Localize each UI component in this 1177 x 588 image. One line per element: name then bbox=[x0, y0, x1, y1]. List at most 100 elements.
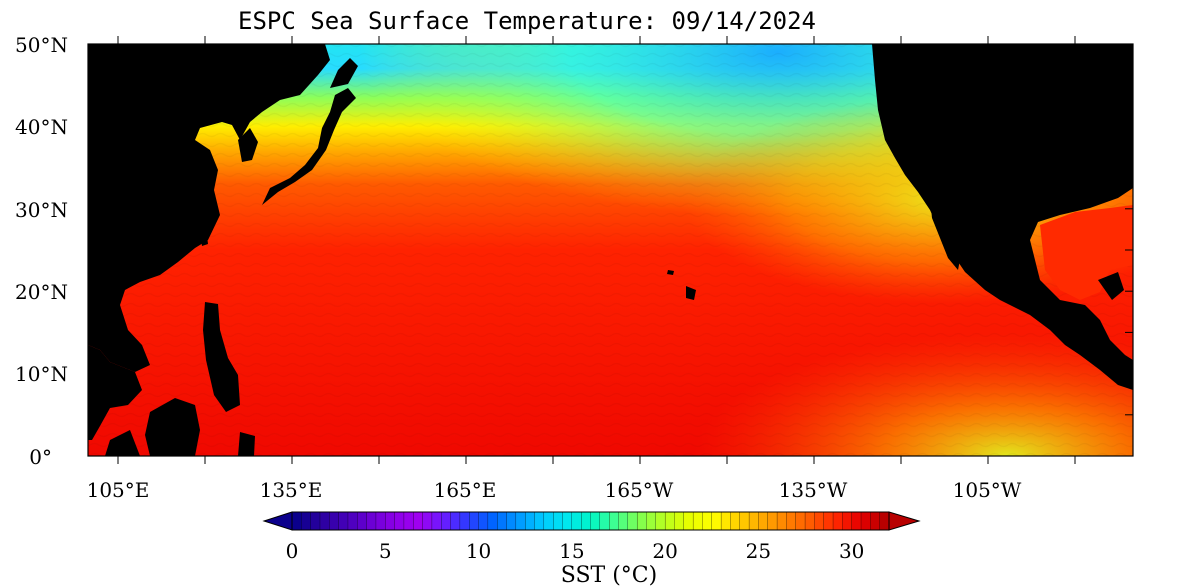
colorbar-tick-label: 10 bbox=[466, 539, 491, 563]
gulf-of-mexico bbox=[1040, 205, 1133, 300]
sumatra-part bbox=[105, 430, 140, 456]
colorbar-cell bbox=[748, 511, 759, 531]
colorbar-cell bbox=[562, 511, 573, 531]
lat-label-0: 0° bbox=[29, 445, 52, 469]
colorbar-tick-labels: 0 5 10 15 20 25 30 bbox=[286, 539, 865, 563]
colorbar-cell bbox=[581, 511, 591, 531]
colorbar-tick-label: 30 bbox=[839, 539, 864, 563]
colorbar-cell bbox=[786, 511, 797, 531]
colorbar-cell bbox=[804, 511, 815, 531]
colorbar-tick-label: 15 bbox=[559, 539, 584, 563]
colorbar-cell bbox=[487, 511, 498, 531]
indochina bbox=[88, 345, 142, 440]
colorbar-cell bbox=[609, 511, 619, 531]
colorbar-cell bbox=[543, 511, 554, 531]
colorbar-tick-label: 5 bbox=[379, 539, 392, 563]
lon-label-135w: 135°W bbox=[779, 478, 848, 502]
colorbar-cell bbox=[618, 511, 629, 531]
taiwan bbox=[200, 228, 208, 246]
colorbar-cell bbox=[366, 511, 377, 531]
colorbar-cell bbox=[497, 511, 507, 531]
colorbar-cell bbox=[767, 511, 778, 531]
colorbar-cell bbox=[515, 511, 526, 531]
colorbar-cell bbox=[459, 511, 470, 531]
colorbar-cell bbox=[683, 511, 694, 531]
colorbar-cell bbox=[553, 511, 563, 531]
colorbar-cell bbox=[357, 511, 368, 531]
colorbar-cell bbox=[702, 511, 713, 531]
colorbar-cell bbox=[413, 511, 424, 531]
lat-label-30n: 30°N bbox=[15, 198, 68, 222]
colorbar-cell bbox=[795, 511, 806, 531]
colorbar-cell bbox=[599, 511, 610, 531]
colorbar-cell bbox=[646, 511, 657, 531]
colorbar-min-arrow bbox=[262, 511, 293, 531]
colorbar-tick-label: 0 bbox=[286, 539, 299, 563]
colorbar-cell bbox=[823, 511, 834, 531]
borneo bbox=[145, 398, 200, 456]
colorbar-cell bbox=[319, 511, 330, 531]
lat-label-40n: 40°N bbox=[15, 115, 68, 139]
lon-label-135e: 135°E bbox=[260, 478, 323, 502]
korea bbox=[238, 128, 258, 162]
lat-label-20n: 20°N bbox=[15, 280, 68, 304]
hawaii-islet bbox=[667, 270, 674, 275]
colorbar-cell bbox=[525, 511, 535, 531]
philippines bbox=[203, 302, 240, 412]
colorbar-cell bbox=[879, 511, 890, 531]
colorbar-cell bbox=[870, 511, 881, 531]
colorbar-cell bbox=[403, 511, 414, 531]
colorbar-cell bbox=[776, 511, 787, 531]
colorbar-cell bbox=[478, 511, 489, 531]
lat-label-10n: 10°N bbox=[15, 362, 68, 386]
hokkaido bbox=[330, 58, 358, 88]
colorbar-cell bbox=[842, 511, 853, 531]
colorbar-cell bbox=[814, 511, 825, 531]
colorbar-cell bbox=[674, 511, 685, 531]
colorbar-cell bbox=[291, 511, 302, 531]
colorbar-cell bbox=[655, 511, 666, 531]
colorbar: 0 5 10 15 20 25 30 SST (°C) bbox=[262, 511, 921, 588]
axis-ticks bbox=[88, 36, 1133, 464]
baja-california bbox=[930, 198, 962, 270]
colorbar-cell bbox=[636, 511, 647, 531]
colorbar-cell bbox=[627, 511, 638, 531]
lon-label-165e: 165°E bbox=[434, 478, 497, 502]
asia-landmass bbox=[88, 44, 330, 372]
colorbar-cell bbox=[692, 511, 703, 531]
colorbar-cell bbox=[422, 511, 433, 531]
colorbar-cell bbox=[469, 511, 480, 531]
colorbar-cell bbox=[329, 511, 340, 531]
colorbar-cells bbox=[291, 511, 890, 531]
sulawesi-edge bbox=[238, 432, 255, 456]
colorbar-cell bbox=[301, 511, 312, 531]
colorbar-cell bbox=[758, 511, 769, 531]
colorbar-label: SST (°C) bbox=[561, 563, 657, 588]
map-title: ESPC Sea Surface Temperature: 09/14/2024 bbox=[238, 7, 816, 35]
colorbar-max-arrow bbox=[888, 511, 921, 531]
colorbar-cell bbox=[506, 511, 517, 531]
colorbar-cell bbox=[739, 511, 750, 531]
lon-label-105e: 105°E bbox=[87, 478, 150, 502]
colorbar-tick-label: 20 bbox=[652, 539, 677, 563]
colorbar-cell bbox=[664, 511, 675, 531]
colorbar-tick-label: 25 bbox=[746, 539, 771, 563]
sst-map bbox=[88, 44, 1133, 456]
colorbar-cell bbox=[394, 511, 405, 531]
land-masses bbox=[88, 44, 1133, 456]
colorbar-cell bbox=[534, 511, 545, 531]
colorbar-cell bbox=[590, 511, 601, 531]
colorbar-cell bbox=[711, 511, 722, 531]
colorbar-cell bbox=[860, 511, 871, 531]
yucatan bbox=[1098, 272, 1124, 300]
colorbar-cell bbox=[347, 511, 358, 531]
colorbar-cell bbox=[431, 511, 442, 531]
colorbar-cell bbox=[450, 511, 461, 531]
colorbar-cell bbox=[720, 511, 731, 531]
axis-labels: 50°N 40°N 30°N 20°N 10°N 0° 105°E 135°E … bbox=[15, 33, 1022, 502]
colorbar-cell bbox=[832, 511, 843, 531]
north-america bbox=[872, 44, 1133, 390]
colorbar-cell bbox=[571, 511, 582, 531]
lat-label-50n: 50°N bbox=[15, 33, 68, 57]
colorbar-cell bbox=[730, 511, 741, 531]
